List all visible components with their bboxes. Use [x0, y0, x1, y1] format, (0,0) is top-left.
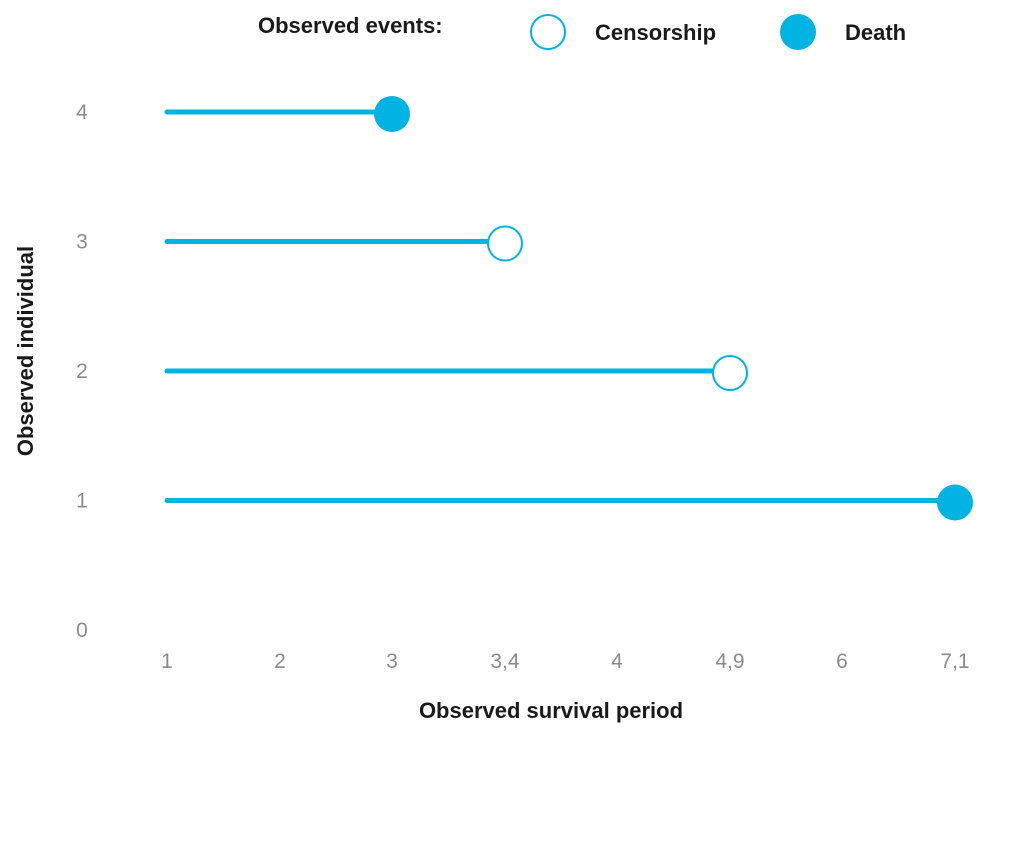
- legend-death-label: Death: [845, 20, 906, 45]
- censorship-marker-3: [487, 225, 523, 262]
- y-tick-label: 3: [76, 231, 88, 254]
- x-tick-label: 1: [161, 650, 173, 673]
- death-marker-4: [374, 96, 410, 132]
- y-tick-label: 0: [76, 619, 88, 642]
- y-tick-label: 2: [76, 360, 88, 383]
- death-marker-1: [937, 484, 973, 521]
- legend-title: Observed events:: [258, 13, 443, 38]
- x-tick-label: 4: [611, 650, 623, 673]
- censorship-marker-2: [712, 355, 748, 391]
- legend-censorship-label: Censorship: [595, 20, 716, 45]
- x-tick-label: 7,1: [940, 650, 969, 673]
- x-axis-ticks: 1 2 3 3,4 4 4,9 6 7,1: [161, 650, 969, 673]
- legend: Observed events: Censorship Death: [258, 13, 906, 50]
- y-axis-ticks: 0 1 2 3 4: [76, 101, 88, 642]
- y-axis-label: Observed individual: [13, 246, 38, 456]
- legend-censorship-marker: [530, 14, 566, 50]
- y-tick-label: 4: [76, 101, 88, 124]
- x-tick-label: 6: [836, 650, 848, 673]
- survival-series: [164, 96, 973, 521]
- x-tick-label: 4,9: [715, 650, 744, 673]
- x-axis-label: Observed survival period: [419, 698, 683, 723]
- y-tick-label: 1: [76, 490, 88, 513]
- x-tick-label: 3,4: [490, 650, 520, 673]
- legend-death-marker: [780, 14, 816, 50]
- x-tick-label: 3: [386, 650, 398, 673]
- x-tick-label: 2: [274, 650, 286, 673]
